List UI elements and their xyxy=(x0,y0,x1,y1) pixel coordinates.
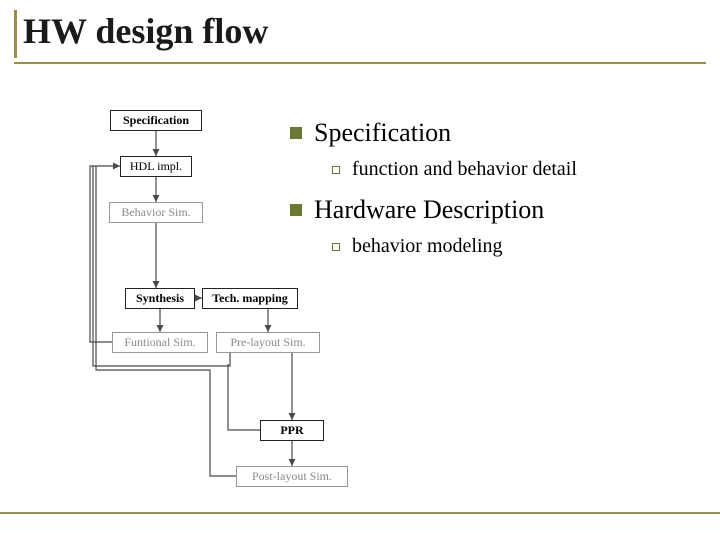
bullet-item: Specification xyxy=(290,118,690,148)
node-tmap: Tech. mapping xyxy=(202,288,298,309)
node-plsim: Post-layout Sim. xyxy=(236,466,348,487)
bullet-subtext: function and behavior detail xyxy=(352,158,577,181)
title-block: HW design flow xyxy=(14,10,268,58)
node-bsim: Behavior Sim. xyxy=(109,202,203,223)
square-outline-icon xyxy=(332,243,340,251)
square-outline-icon xyxy=(332,166,340,174)
node-ppr: PPR xyxy=(260,420,324,441)
square-bullet-icon xyxy=(290,204,302,216)
bullet-heading: Hardware Description xyxy=(314,195,544,225)
bullet-subitem: behavior modeling xyxy=(332,235,690,258)
node-synth: Synthesis xyxy=(125,288,195,309)
node-hdl: HDL impl. xyxy=(120,156,192,177)
notes-panel: Specification function and behavior deta… xyxy=(290,118,690,272)
footer-rule xyxy=(0,512,720,514)
bullet-heading: Specification xyxy=(314,118,451,148)
square-bullet-icon xyxy=(290,127,302,139)
bullet-subtext: behavior modeling xyxy=(352,235,503,258)
node-fsim: Funtional Sim. xyxy=(112,332,208,353)
bullet-item: Hardware Description xyxy=(290,195,690,225)
bullet-subitem: function and behavior detail xyxy=(332,158,690,181)
node-psim: Pre-layout Sim. xyxy=(216,332,320,353)
page-title: HW design flow xyxy=(23,10,268,58)
node-spec: Specification xyxy=(110,110,202,131)
title-rule xyxy=(14,62,706,64)
